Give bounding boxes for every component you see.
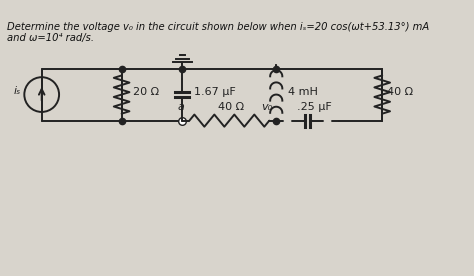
Text: Determine the voltage v₀ in the circuit shown below when iₛ=20 cos(ωt+53.13°) mA: Determine the voltage v₀ in the circuit … [7, 22, 429, 31]
Text: 40 Ω: 40 Ω [218, 102, 244, 112]
Text: a: a [177, 102, 184, 112]
Text: 40 Ω: 40 Ω [387, 87, 413, 97]
Text: 1.67 μF: 1.67 μF [194, 87, 236, 97]
Text: 4 mH: 4 mH [288, 87, 318, 97]
Text: 20 Ω: 20 Ω [133, 87, 159, 97]
Text: and ω=10⁴ rad/s.: and ω=10⁴ rad/s. [7, 33, 94, 43]
Text: v₀: v₀ [262, 102, 273, 112]
Text: .25 μF: .25 μF [297, 102, 332, 112]
Text: iₛ: iₛ [14, 86, 21, 96]
